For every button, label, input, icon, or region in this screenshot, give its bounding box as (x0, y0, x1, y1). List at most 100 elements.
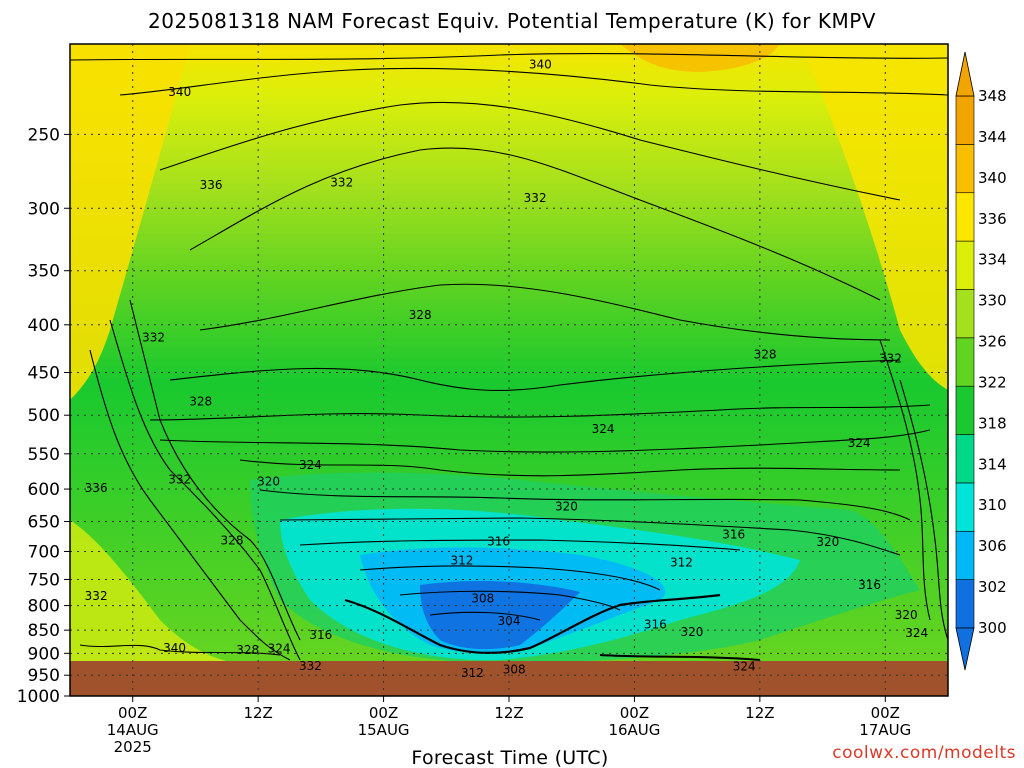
contour-line (169, 359, 901, 391)
colorbar-label: 336 (978, 210, 1007, 228)
colorbar-bin (955, 482, 975, 532)
contour-line (259, 489, 911, 521)
x-tick-label: 00Z (620, 704, 649, 722)
contour-label: 316 (644, 617, 667, 631)
y-tick-label: 750 (28, 570, 60, 590)
contour-line (299, 539, 741, 551)
field-region-warm-left (70, 44, 190, 400)
contour-label: 316 (309, 628, 332, 642)
contour-label: 332 (85, 589, 108, 603)
contour-label: 324 (268, 641, 291, 655)
contour-label: 324 (592, 422, 615, 436)
contour-line (159, 429, 931, 453)
colorbar-bin (955, 289, 975, 339)
colorbar-bin (955, 337, 975, 387)
colorbar-label: 322 (978, 373, 1007, 391)
colorbar-bin (955, 144, 975, 194)
contour-line (899, 379, 948, 641)
contour-label: 328 (189, 395, 212, 409)
contour-label: 320 (257, 474, 280, 488)
contour-label: 312 (670, 555, 693, 569)
colorbar-label: 302 (978, 578, 1007, 596)
contour-label: 312 (451, 554, 474, 568)
colorbar-label: 348 (978, 87, 1007, 105)
field-region-max (620, 44, 780, 72)
colorbar-bin (955, 385, 975, 435)
contour-line (189, 147, 881, 301)
colorbar-bin (955, 240, 975, 290)
contour-line (109, 319, 301, 661)
y-tick-label: 550 (28, 445, 60, 465)
x-tick-label: 15AUG (358, 721, 410, 739)
contour-labels: 340 340 336 332 332 328 332 328 332 328 324 324 324 3… (85, 57, 928, 680)
contour-line (149, 404, 931, 421)
colorbar-bin (955, 434, 975, 484)
contour-label: 320 (816, 535, 839, 549)
contour-line (119, 67, 948, 96)
contour-label: 340 (529, 57, 552, 71)
colorbar-label: 344 (978, 128, 1007, 146)
x-tick-label: 00Z (369, 704, 398, 722)
x-tick-label: 12Z (243, 704, 272, 722)
contour-line (599, 654, 761, 661)
y-tick-label: 950 (28, 666, 60, 686)
colorbar-bin (955, 579, 975, 629)
y-tick-label: 1000 (17, 687, 60, 707)
contour-line (70, 53, 948, 61)
colorbar-label: 340 (978, 169, 1007, 187)
contour-label: 328 (236, 643, 259, 657)
contour-label: 328 (754, 348, 777, 362)
y-tick-label: 400 (28, 316, 60, 336)
y-tick-label: 500 (28, 406, 60, 426)
field-region-lowleft (70, 520, 260, 665)
contour-label: 316 (722, 527, 745, 541)
contour-label: 316 (487, 534, 510, 548)
y-tick-label: 350 (28, 262, 60, 282)
contour-line (79, 644, 281, 656)
contour-line (129, 299, 301, 641)
colorbar-bin (955, 192, 975, 242)
contour-line (359, 565, 661, 591)
contour-line (344, 593, 721, 654)
colorbar-label: 326 (978, 333, 1007, 351)
colorbar-arrow-bottom (955, 627, 975, 671)
y-tick-label: 300 (28, 199, 60, 219)
plot-field (70, 44, 948, 696)
x-tick-label: 2025 (114, 738, 152, 756)
contour-label: 340 (163, 641, 186, 655)
x-tick-label: 12Z (494, 704, 523, 722)
y-tick-label: 700 (28, 543, 60, 563)
y-tick-label: 250 (28, 125, 60, 145)
contour-label: 324 (299, 458, 322, 472)
colorbar-label: 334 (978, 251, 1007, 269)
contour-label: 324 (905, 626, 928, 640)
contour-line (89, 349, 291, 661)
colorbar: 348 344 340 336 334 330 326 322 318 314 310 306 302 3… (955, 51, 1007, 671)
field-region-warm-right (800, 44, 948, 390)
y-axis: 250 300 350 400 450 500 550 600 650 700 750 800 850 9… (17, 125, 70, 707)
contour-line (239, 459, 901, 477)
contour-label: 308 (503, 663, 526, 677)
contour-label: 332 (142, 330, 165, 344)
contour-label: 332 (879, 351, 902, 365)
colorbar-arrow-top (955, 51, 975, 97)
x-tick-label: 14AUG (107, 721, 159, 739)
field-region-cool-core (420, 580, 580, 650)
contour-label: 312 (461, 666, 484, 680)
contour-label: 332 (330, 175, 353, 189)
y-tick-label: 650 (28, 512, 60, 532)
y-tick-label: 850 (28, 621, 60, 641)
contour-label: 328 (221, 533, 244, 547)
watermark: coolwx.com/modelts (832, 743, 1016, 763)
x-tick-label: 16AUG (608, 721, 660, 739)
x-tick-label: 00Z (118, 704, 147, 722)
colorbar-label: 310 (978, 496, 1007, 514)
x-tick-label: 00Z (871, 704, 900, 722)
colorbar-bin (955, 95, 975, 145)
colorbar-label: 330 (978, 292, 1007, 310)
contour-label: 332 (524, 191, 547, 205)
colorbar-label: 306 (978, 537, 1007, 555)
x-tick-label: 17AUG (859, 721, 911, 739)
